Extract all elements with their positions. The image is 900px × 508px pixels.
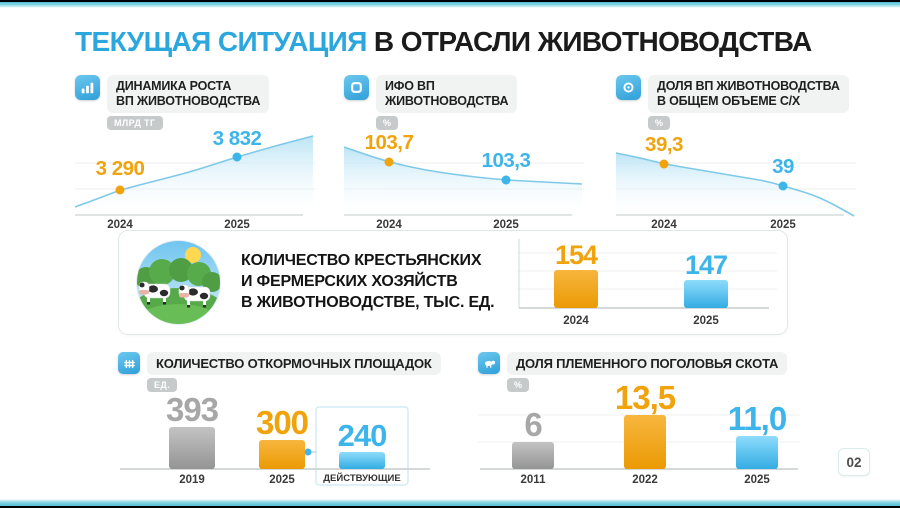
card-title: ИФО ВП ЖИВОТНОВОДСТВА bbox=[376, 75, 518, 113]
title-highlight: ТЕКУЩАЯ СИТУАЦИЯ bbox=[75, 26, 367, 57]
page-title: ТЕКУЩАЯ СИТУАЦИЯ В ОТРАСЛИ ЖИВОТНОВОДСТВ… bbox=[75, 26, 812, 58]
kpi-card-growth: ДИНАМИКА РОСТА ВП ЖИВОТНОВОДСТВА МЛРД ТГ… bbox=[74, 75, 333, 231]
section-title: ДОЛЯ ПЛЕМЕННОГО ПОГОЛОВЬЯ СКОТА bbox=[507, 352, 788, 376]
svg-text:3 290: 3 290 bbox=[96, 157, 145, 180]
feedlot-bar-chart: 393 2019 300 2025 240 ДЕЙСТВУЮЩИЕ bbox=[118, 391, 448, 494]
card-title: ДОЛЯ ВП ЖИВОТНОВОДСТВА В ОБЩЕМ ОБЪЕМЕ С/… bbox=[648, 75, 849, 113]
svg-text:ДЕЙСТВУЮЩИЕ: ДЕЙСТВУЮЩИЕ bbox=[323, 472, 400, 484]
svg-text:2025: 2025 bbox=[493, 219, 519, 231]
svg-text:3 832: 3 832 bbox=[213, 127, 262, 150]
farms-title: КОЛИЧЕСТВО КРЕСТЬЯНСКИХ И ФЕРМЕРСКИХ ХОЗ… bbox=[241, 252, 495, 312]
svg-text:2011: 2011 bbox=[521, 474, 547, 486]
top-border bbox=[0, 0, 900, 8]
svg-text:2024: 2024 bbox=[563, 315, 589, 327]
card-header: ИФО ВП ЖИВОТНОВОДСТВА bbox=[344, 75, 602, 113]
svg-text:2025: 2025 bbox=[770, 219, 796, 231]
cow-icon bbox=[478, 352, 500, 374]
svg-text:39: 39 bbox=[772, 155, 794, 178]
growth-area-chart: 2024 2025 3 290 3 832 bbox=[74, 127, 333, 231]
unit-badge: ЕД. bbox=[147, 378, 178, 393]
bottom-border bbox=[0, 499, 900, 508]
svg-text:300: 300 bbox=[256, 404, 308, 441]
share-area-chart: 2024 2025 39,3 39 bbox=[615, 133, 874, 231]
kpi-card-ifo: ИФО ВП ЖИВОТНОВОДСТВА % 2024 2025 103,7 103… bbox=[343, 75, 602, 231]
unit-badge: МЛРД ТГ bbox=[107, 115, 163, 130]
svg-text:2019: 2019 bbox=[179, 474, 205, 486]
farms-card: КОЛИЧЕСТВО КРЕСТЬЯНСКИХ И ФЕРМЕРСКИХ ХОЗ… bbox=[118, 230, 788, 335]
svg-text:2024: 2024 bbox=[651, 219, 677, 231]
feedlot-icon bbox=[118, 352, 140, 374]
svg-text:39,3: 39,3 bbox=[645, 133, 683, 156]
svg-text:2022: 2022 bbox=[632, 474, 658, 486]
svg-text:2025: 2025 bbox=[224, 219, 250, 231]
svg-text:2024: 2024 bbox=[107, 219, 133, 231]
svg-text:13,5: 13,5 bbox=[615, 379, 676, 416]
card-header: ДИНАМИКА РОСТА ВП ЖИВОТНОВОДСТВА bbox=[75, 75, 333, 113]
breeding-bar-chart: 6 2011 13,5 2022 11,0 2025 bbox=[478, 379, 808, 494]
feedlot-section: КОЛИЧЕСТВО ОТКОРМОЧНЫХ ПЛОЩАДОК ЕД. 393 2… bbox=[118, 352, 448, 494]
svg-text:103,3: 103,3 bbox=[482, 149, 531, 172]
page-number-badge: 02 bbox=[838, 448, 870, 476]
kpi-card-share: ДОЛЯ ВП ЖИВОТНОВОДСТВА В ОБЩЕМ ОБЪЕМЕ С/… bbox=[615, 75, 874, 231]
card-title: ДИНАМИКА РОСТА ВП ЖИВОТНОВОДСТВА bbox=[107, 75, 270, 113]
unit-badge: % bbox=[507, 378, 530, 393]
svg-text:2024: 2024 bbox=[376, 219, 402, 231]
breeding-section: ДОЛЯ ПЛЕМЕННОГО ПОГОЛОВЬЯ СКОТА % 6 2011 1… bbox=[478, 352, 808, 494]
svg-text:154: 154 bbox=[555, 240, 598, 270]
svg-text:2025: 2025 bbox=[744, 474, 770, 486]
svg-text:240: 240 bbox=[338, 418, 387, 453]
section-title: КОЛИЧЕСТВО ОТКОРМОЧНЫХ ПЛОЩАДОК bbox=[147, 352, 441, 376]
svg-text:2025: 2025 bbox=[269, 474, 295, 486]
index-icon bbox=[344, 75, 369, 100]
growth-chart-icon bbox=[75, 75, 100, 100]
card-header: ДОЛЯ ВП ЖИВОТНОВОДСТВА В ОБЩЕМ ОБЪЕМЕ С/… bbox=[616, 75, 874, 113]
farms-bar-chart: 154 2024 147 2025 bbox=[517, 231, 785, 334]
unit-badge: % bbox=[648, 115, 671, 130]
share-icon bbox=[616, 75, 641, 100]
ifo-area-chart: 2024 2025 103,7 103,3 bbox=[343, 131, 602, 231]
svg-text:11,0: 11,0 bbox=[728, 400, 786, 437]
unit-badge: % bbox=[376, 115, 399, 130]
svg-text:2025: 2025 bbox=[693, 315, 719, 327]
svg-text:393: 393 bbox=[166, 391, 219, 428]
svg-text:147: 147 bbox=[685, 250, 727, 280]
title-rest: В ОТРАСЛИ ЖИВОТНОВОДСТВА bbox=[373, 26, 812, 57]
section-header: КОЛИЧЕСТВО ОТКОРМОЧНЫХ ПЛОЩАДОК bbox=[118, 352, 448, 376]
svg-text:6: 6 bbox=[524, 406, 542, 443]
cows-pasture-illustration bbox=[136, 240, 221, 325]
section-header: ДОЛЯ ПЛЕМЕННОГО ПОГОЛОВЬЯ СКОТА bbox=[478, 352, 808, 376]
svg-text:103,7: 103,7 bbox=[365, 131, 414, 154]
